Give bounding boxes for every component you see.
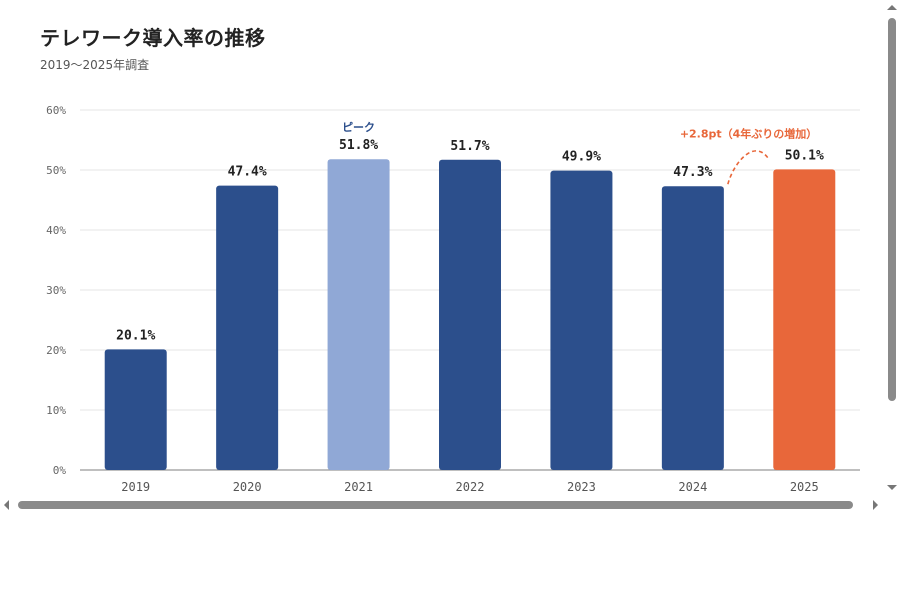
x-tick-label: 2023: [567, 480, 596, 494]
x-tick-label: 2022: [456, 480, 485, 494]
scroll-up-arrow-icon[interactable]: [887, 5, 897, 10]
x-tick-label: 2025: [790, 480, 819, 494]
scroll-down-arrow-icon[interactable]: [887, 485, 897, 490]
bar-2020: [216, 185, 279, 470]
horizontal-scroll-thumb[interactable]: [18, 501, 853, 509]
y-tick-label: 20%: [46, 344, 66, 357]
value-label: 51.8%: [339, 138, 378, 153]
value-label: 50.1%: [785, 148, 824, 163]
bar-2023: [550, 170, 613, 470]
y-tick-label: 10%: [46, 404, 66, 417]
horizontal-scrollbar[interactable]: [0, 498, 884, 512]
value-label: 49.9%: [562, 150, 601, 165]
y-tick-label: 40%: [46, 224, 66, 237]
chart-subtitle: 2019〜2025年調査: [40, 58, 150, 72]
bar-chart: 0% 10% 20% 30% 40% 50% 60% 20.1% 2019 47.4% 2020 51…: [46, 104, 860, 494]
bar-2021: [327, 159, 390, 470]
x-tick-label: 2024: [678, 480, 707, 494]
scroll-left-arrow-icon[interactable]: [4, 500, 9, 510]
peak-label: ピーク: [342, 121, 375, 134]
value-label: 47.4%: [228, 165, 267, 180]
value-label: 47.3%: [673, 165, 712, 180]
vertical-scrollbar[interactable]: [884, 0, 900, 498]
bar-2022: [439, 159, 501, 471]
y-tick-label: 0%: [53, 464, 67, 477]
value-label: 51.7%: [450, 139, 489, 154]
value-label: 20.1%: [116, 328, 155, 343]
bar-2019: [104, 349, 167, 470]
chart-viewport: テレワーク導入率の推移 2019〜2025年調査 0% 10% 20% 30% 40% 5…: [40, 26, 860, 494]
x-tick-label: 2021: [344, 480, 373, 494]
scroll-right-arrow-icon[interactable]: [873, 500, 878, 510]
y-tick-label: 30%: [46, 284, 66, 297]
increase-annotation: +2.8pt（4年ぶりの増加）: [680, 126, 818, 140]
y-tick-label: 60%: [46, 104, 66, 117]
vertical-scroll-thumb[interactable]: [888, 18, 896, 401]
y-tick-label: 50%: [46, 164, 66, 177]
bar-2024: [661, 186, 724, 470]
x-tick-label: 2020: [233, 480, 262, 494]
x-tick-label: 2019: [121, 480, 150, 494]
increase-arrow: [727, 150, 769, 185]
chart-title: テレワーク導入率の推移: [40, 26, 266, 50]
bar-2025: [773, 169, 836, 470]
